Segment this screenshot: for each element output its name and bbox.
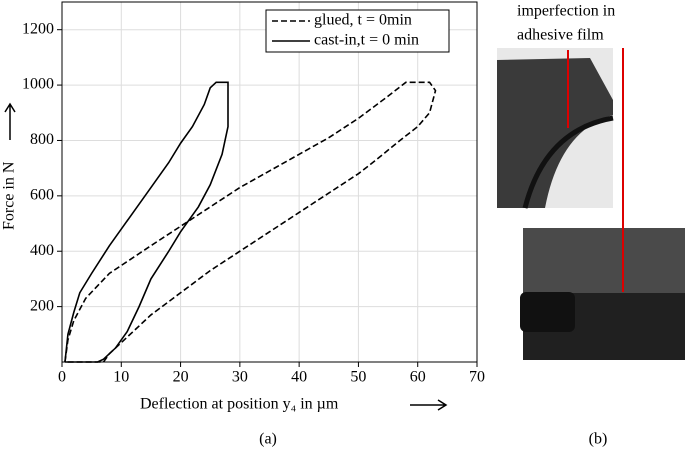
plot: 0 10 20 30 40 50 60 70 200 400 600 800 1000 1200 glued… [22,1,485,386]
x-tick-label: 40 [291,369,307,386]
photo-top-dark [497,58,613,208]
photo-top-gap [522,115,614,209]
plot-frame [61,1,478,363]
y-tick-label: 200 [30,297,54,314]
y-tick-label: 600 [30,187,54,204]
legend-label: glued, t = 0min [314,12,412,29]
series-line [64,81,437,363]
x-tick-label: 10 [113,369,129,386]
annotation: adhesive film [517,27,604,44]
y-tick-label: 1200 [22,20,54,37]
x-tick-label: 70 [469,369,485,386]
series-line [64,81,229,363]
legend-label: cast-in,t = 0 min [314,32,419,49]
x-tick-label: 60 [410,369,426,386]
y-tick-label: 400 [30,242,54,259]
y-arrow [4,102,16,140]
x-axis-label: Deflection at position y₄ in µm [140,396,339,413]
photo-bottom-block [523,228,685,293]
x-tick-label: 50 [350,369,366,386]
x-tick-label: 0 [58,369,66,386]
y-axis-label: Force in N [1,161,18,230]
y-tick-label: 800 [30,131,54,148]
legend-box [265,9,450,53]
x-tick-label: 20 [173,369,189,386]
x-arrow [410,399,448,411]
y-tick-label: 1000 [22,76,54,93]
annotation: imperfection in [517,3,615,20]
photo-bottom-clip [520,292,575,332]
panel-label: (a) [259,431,277,448]
x-tick-label: 30 [232,369,248,386]
panel-label: (b) [589,431,608,448]
